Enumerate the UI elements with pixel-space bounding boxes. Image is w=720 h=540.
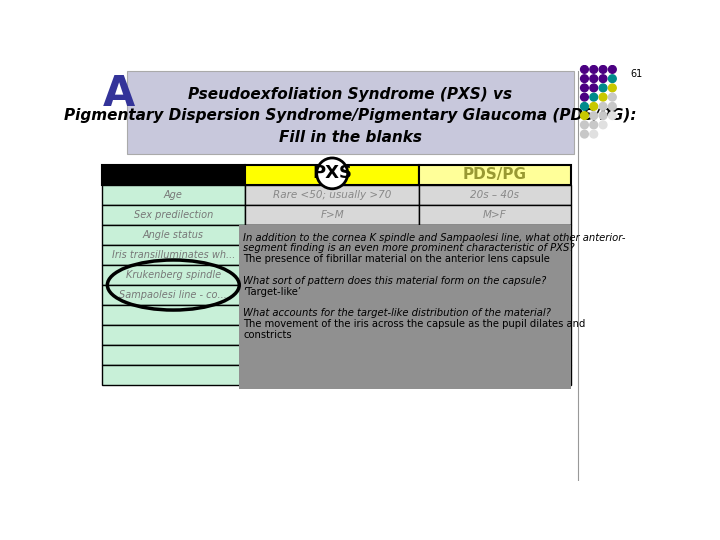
Circle shape	[599, 112, 607, 119]
Text: segment finding is an even more prominent characteristic of PXS?: segment finding is an even more prominen…	[243, 244, 575, 253]
Circle shape	[599, 65, 607, 73]
FancyBboxPatch shape	[102, 225, 245, 245]
FancyBboxPatch shape	[245, 245, 419, 265]
FancyBboxPatch shape	[419, 205, 570, 225]
FancyBboxPatch shape	[102, 285, 245, 305]
FancyBboxPatch shape	[245, 205, 419, 225]
Circle shape	[599, 121, 607, 129]
Text: 61: 61	[630, 69, 642, 79]
Circle shape	[590, 75, 598, 83]
Text: Iris transilluminates wh...: Iris transilluminates wh...	[112, 250, 235, 260]
FancyBboxPatch shape	[245, 285, 419, 305]
FancyBboxPatch shape	[102, 185, 245, 205]
Text: Sex predilection: Sex predilection	[134, 210, 213, 220]
Text: Rare <50; usually >70: Rare <50; usually >70	[273, 190, 392, 200]
Circle shape	[590, 112, 598, 119]
FancyBboxPatch shape	[102, 165, 245, 185]
Circle shape	[599, 75, 607, 83]
Text: In addition to the cornea K spindle and Sampaolesi line, what other anterior-: In addition to the cornea K spindle and …	[243, 233, 626, 242]
Text: PDS/PG: PDS/PG	[463, 167, 527, 183]
Circle shape	[580, 93, 588, 101]
Circle shape	[608, 103, 616, 110]
FancyBboxPatch shape	[127, 71, 574, 154]
Circle shape	[608, 84, 616, 92]
FancyBboxPatch shape	[102, 205, 245, 225]
FancyBboxPatch shape	[419, 225, 570, 245]
FancyBboxPatch shape	[245, 345, 419, 365]
Circle shape	[580, 75, 588, 83]
FancyBboxPatch shape	[102, 325, 245, 345]
Circle shape	[590, 103, 598, 110]
Text: The presence of fibrillar material on the anterior lens capsule: The presence of fibrillar material on th…	[243, 254, 550, 264]
FancyBboxPatch shape	[419, 165, 570, 185]
FancyBboxPatch shape	[245, 185, 419, 205]
FancyBboxPatch shape	[102, 265, 245, 285]
Circle shape	[608, 75, 616, 83]
Circle shape	[608, 65, 616, 73]
Circle shape	[580, 130, 588, 138]
Text: Krukenberg spindle: Krukenberg spindle	[126, 270, 221, 280]
Circle shape	[599, 84, 607, 92]
FancyBboxPatch shape	[245, 165, 419, 185]
FancyBboxPatch shape	[419, 265, 570, 285]
Circle shape	[608, 93, 616, 101]
FancyBboxPatch shape	[419, 325, 570, 345]
Circle shape	[580, 121, 588, 129]
Text: A: A	[102, 72, 135, 114]
FancyBboxPatch shape	[102, 345, 245, 365]
Circle shape	[608, 112, 616, 119]
FancyBboxPatch shape	[102, 245, 245, 265]
FancyBboxPatch shape	[419, 345, 570, 365]
Text: What sort of pattern does this material form on the capsule?: What sort of pattern does this material …	[243, 276, 546, 286]
Circle shape	[580, 103, 588, 110]
Text: Sampaolesi line - co...: Sampaolesi line - co...	[120, 290, 228, 300]
Text: F>M: F>M	[320, 210, 344, 220]
FancyBboxPatch shape	[245, 325, 419, 345]
Text: The movement of the iris across the capsule as the pupil dilates and: The movement of the iris across the caps…	[243, 319, 586, 329]
FancyBboxPatch shape	[419, 185, 570, 205]
Circle shape	[580, 84, 588, 92]
Text: Pseudoexfoliation Syndrome (PXS) vs: Pseudoexfoliation Syndrome (PXS) vs	[189, 86, 513, 102]
FancyBboxPatch shape	[245, 225, 419, 245]
Circle shape	[317, 158, 348, 189]
FancyBboxPatch shape	[102, 365, 245, 385]
Circle shape	[590, 121, 598, 129]
FancyBboxPatch shape	[419, 285, 570, 305]
Circle shape	[590, 93, 598, 101]
Circle shape	[580, 65, 588, 73]
Circle shape	[599, 93, 607, 101]
Text: Fill in the blanks: Fill in the blanks	[279, 130, 422, 145]
Text: 20s – 40s: 20s – 40s	[470, 190, 519, 200]
FancyBboxPatch shape	[419, 365, 570, 385]
FancyBboxPatch shape	[239, 225, 570, 389]
Circle shape	[580, 112, 588, 119]
Circle shape	[590, 130, 598, 138]
Text: What accounts for the target-like distribution of the material?: What accounts for the target-like distri…	[243, 308, 552, 318]
FancyBboxPatch shape	[419, 245, 570, 265]
Text: ‘Target-like’: ‘Target-like’	[243, 287, 302, 296]
Text: PXS: PXS	[312, 164, 352, 183]
Text: Angle status: Angle status	[143, 230, 204, 240]
FancyBboxPatch shape	[245, 265, 419, 285]
Text: constricts: constricts	[243, 330, 292, 340]
Circle shape	[590, 84, 598, 92]
FancyBboxPatch shape	[102, 305, 245, 325]
FancyBboxPatch shape	[245, 305, 419, 325]
FancyBboxPatch shape	[245, 365, 419, 385]
Text: Pigmentary Dispersion Syndrome/Pigmentary Glaucoma (PDS/PG):: Pigmentary Dispersion Syndrome/Pigmentar…	[64, 108, 636, 123]
Text: M>F: M>F	[483, 210, 507, 220]
Text: Age: Age	[164, 190, 183, 200]
FancyBboxPatch shape	[419, 305, 570, 325]
Circle shape	[590, 65, 598, 73]
Circle shape	[599, 103, 607, 110]
